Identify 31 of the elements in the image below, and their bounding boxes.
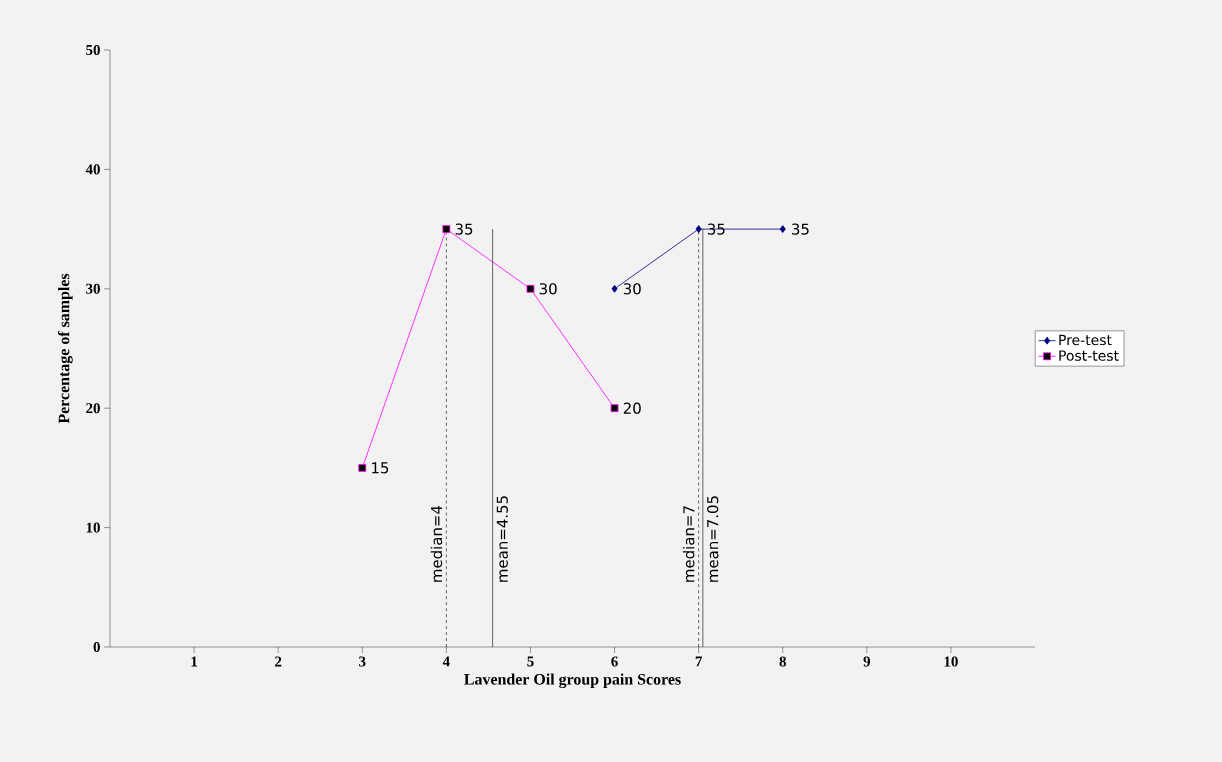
x-tick-label: 2 [275, 656, 282, 667]
data-label: 30 [623, 283, 641, 295]
ref-line-label: median=7 [682, 506, 695, 582]
legend-label: Pre-test [1059, 334, 1112, 346]
data-label: 20 [623, 402, 641, 414]
data-label: 30 [539, 283, 557, 295]
x-tick-label: 3 [359, 656, 366, 667]
x-tick-label: 7 [695, 656, 703, 667]
x-tick-label: 8 [779, 656, 786, 667]
ref-line-label: mean=4.55 [496, 496, 508, 582]
x-tick-label: 5 [527, 656, 534, 667]
y-tick-label: 40 [85, 164, 100, 175]
y-tick-label: 10 [86, 522, 100, 533]
x-tick-label: 10 [944, 656, 958, 667]
x-tick-label: 6 [611, 656, 618, 667]
y-tick-label: 50 [86, 44, 100, 56]
data-label: 35 [792, 223, 809, 235]
y-axis-title: Percentage of samples [57, 273, 73, 424]
data-label: 35 [707, 223, 725, 235]
x-axis-title: Lavender Oil group pain Scores [464, 673, 681, 689]
legend-label: Post-test [1059, 350, 1119, 361]
y-tick-label: 0 [93, 641, 100, 653]
x-tick-label: 4 [442, 656, 450, 667]
ref-line-label: median=4 [430, 505, 443, 582]
ref-line-label: mean=7.05 [707, 496, 719, 582]
y-tick-label: 20 [86, 403, 100, 414]
data-label: 35 [455, 223, 473, 235]
x-tick-label: 9 [863, 656, 871, 667]
x-tick-label: 1 [191, 656, 198, 667]
y-tick-label: 30 [86, 283, 100, 294]
data-label: 15 [372, 462, 389, 474]
